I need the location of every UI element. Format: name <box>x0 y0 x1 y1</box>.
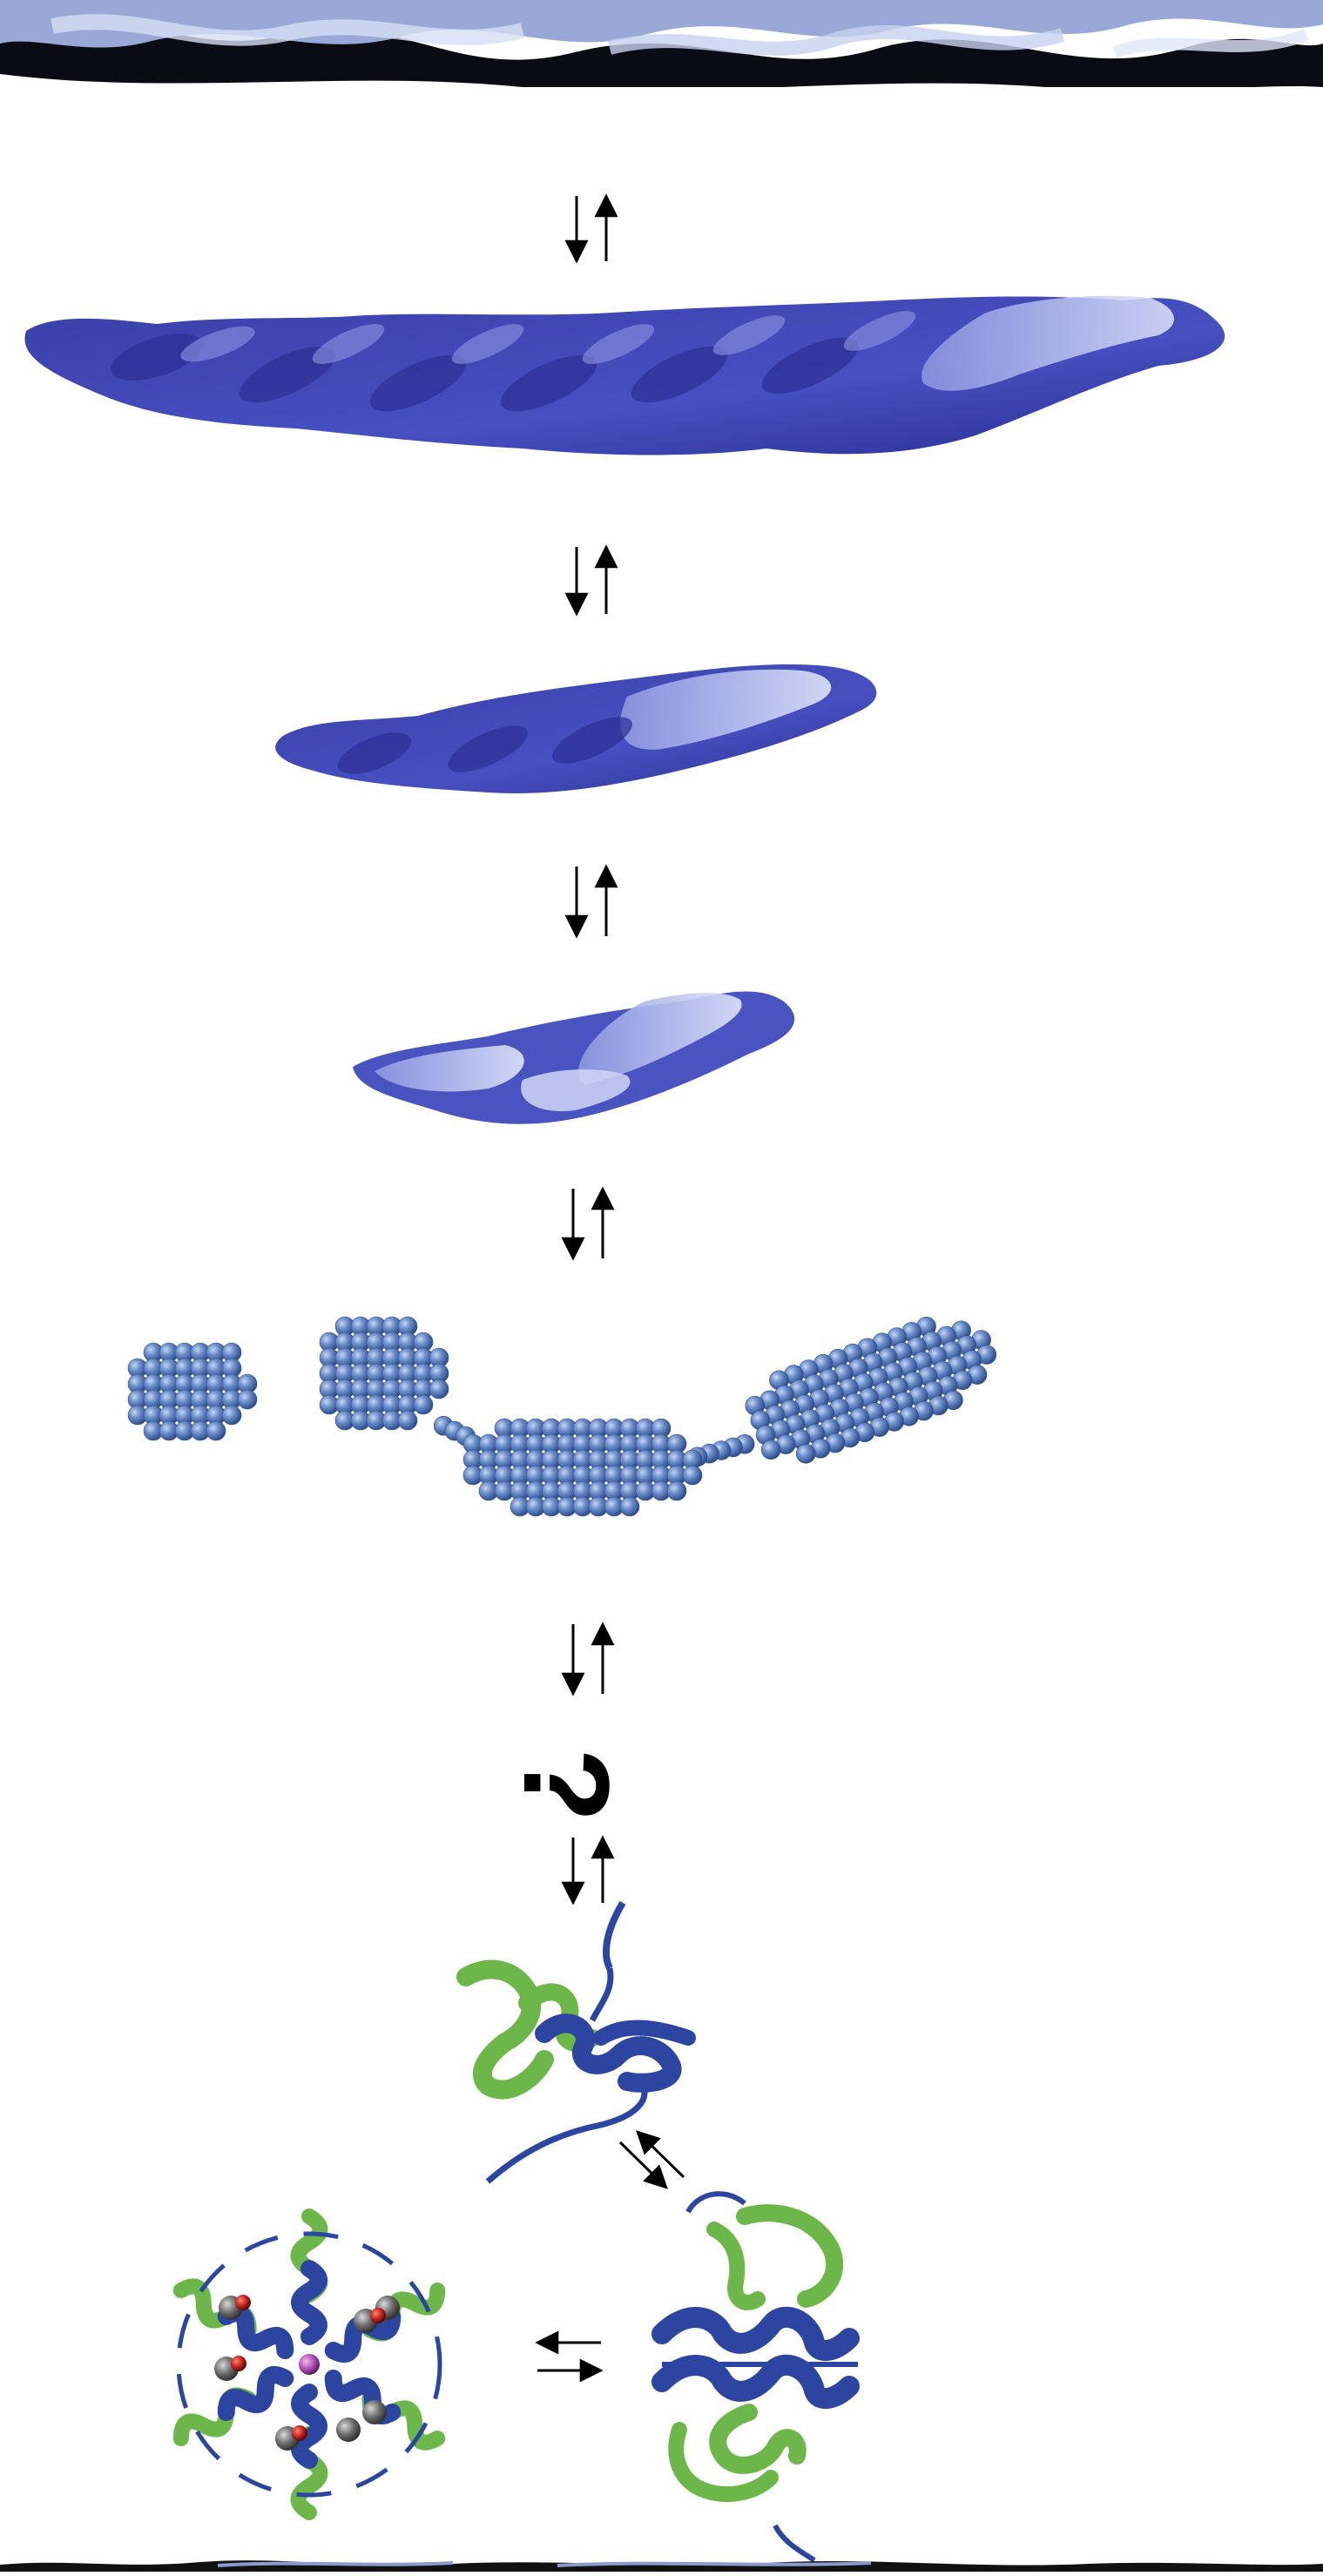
protofilament-aggregate-small <box>353 991 795 1124</box>
sphere-bead <box>429 1379 449 1399</box>
equilibrium-arrows-vertical <box>561 193 618 1905</box>
sphere-bead <box>221 1405 242 1426</box>
helix-inner <box>291 2384 327 2469</box>
equilibrium-arrows-diagonal <box>618 2130 685 2189</box>
protofilament-aggregate-large <box>24 295 1225 455</box>
ion-sphere <box>299 2354 320 2375</box>
carbon-atom <box>336 2418 361 2442</box>
oxygen-atom <box>292 2425 307 2441</box>
sphere-bead <box>795 1444 816 1464</box>
fibril-strand-top <box>0 0 1323 96</box>
oxygen-atom <box>235 2295 251 2310</box>
sphere-cluster-oligomer <box>127 1316 997 1517</box>
helix-inner <box>291 2260 327 2345</box>
sphere-bead <box>666 1480 687 1501</box>
equilibrium-arrows-horizontal <box>535 2330 604 2383</box>
sphere-bead <box>682 1465 703 1486</box>
fibril-strand-bottom <box>0 2560 1323 2572</box>
sphere-bead <box>619 1496 640 1517</box>
sphere-bead <box>397 1410 418 1431</box>
sphere-bead <box>413 1394 434 1415</box>
monomer-ribbon <box>456 1900 696 2184</box>
question-mark: ? <box>498 1748 635 1823</box>
carbon-atom <box>362 2400 387 2424</box>
sphere-bead <box>237 1389 258 1410</box>
dimer-ribbon <box>651 2191 860 2563</box>
protofilament-aggregate-medium <box>275 664 877 793</box>
oxygen-atom <box>370 2308 386 2323</box>
sphere-bead <box>760 1440 781 1460</box>
oxygen-atom <box>231 2356 246 2371</box>
sphere-bead <box>206 1420 226 1441</box>
coil-loop <box>176 2231 442 2498</box>
helix-inner <box>217 2365 294 2422</box>
hexamer-ribbon <box>172 2208 446 2520</box>
